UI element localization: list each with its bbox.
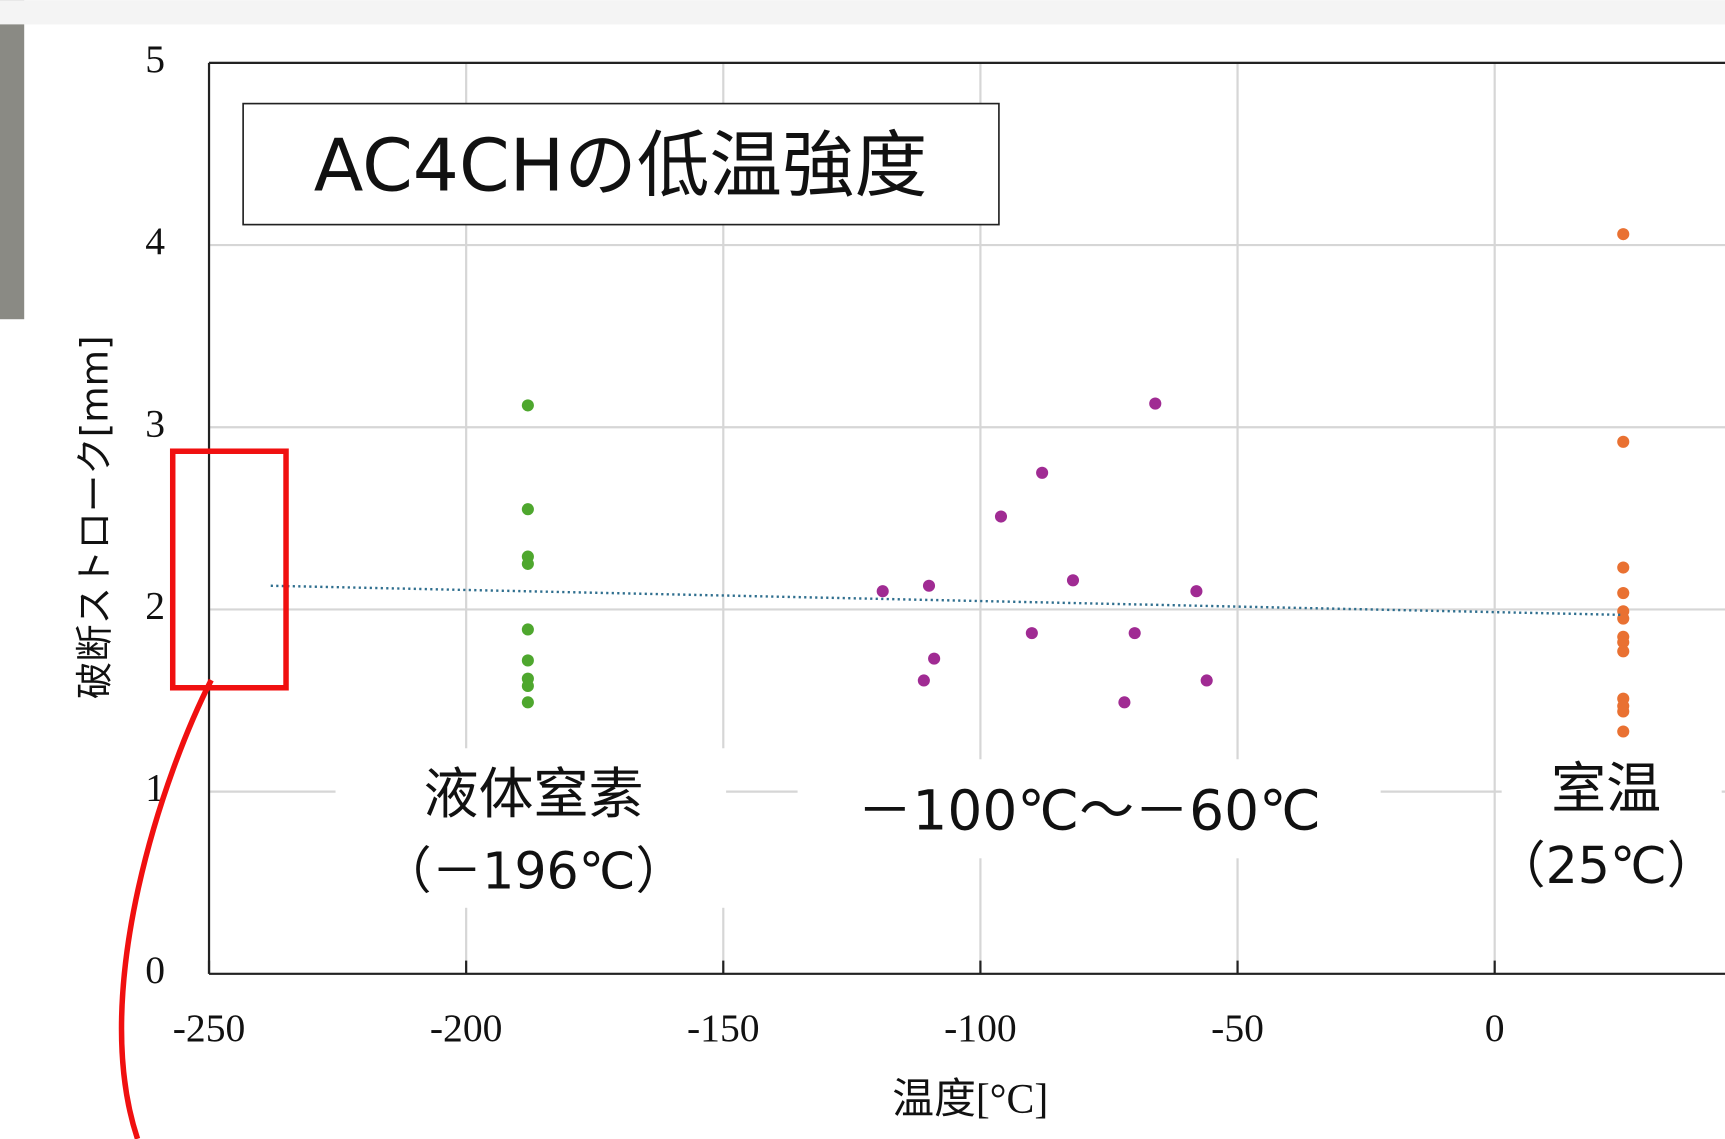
data-point: [1617, 586, 1630, 600]
data-point: [1025, 627, 1038, 640]
data-point: [1118, 696, 1131, 709]
data-point: [1036, 466, 1049, 479]
data-point: [1617, 636, 1630, 649]
data-point: [1617, 705, 1630, 718]
data-point: [1617, 435, 1630, 448]
annotation: －100℃～－60℃: [857, 778, 1321, 842]
highlight-box: [169, 448, 289, 691]
chart-title: AC4CHの低温強度: [314, 125, 928, 209]
data-point: [521, 557, 534, 570]
callout-arrow: [118, 678, 214, 1139]
data-point: [1200, 674, 1213, 687]
data-point: [917, 674, 930, 687]
x-tick-label: -200: [430, 1006, 503, 1050]
data-point: [521, 679, 534, 693]
data-point: [876, 585, 889, 598]
data-point: [922, 579, 936, 592]
data-point: [994, 510, 1008, 523]
annotation: （25℃）: [1495, 836, 1717, 895]
data-point: [1617, 645, 1630, 658]
data-point: [521, 696, 534, 709]
data-point: [521, 623, 534, 636]
data-point: [1128, 627, 1141, 640]
data-point: [1617, 725, 1630, 738]
y-axis-label: 破断ストローク[mm]: [72, 335, 116, 699]
data-point: [1617, 228, 1630, 241]
annotation-bg: [797, 759, 1381, 859]
y-tick-label: 0: [145, 948, 165, 992]
annotation-bg: [335, 748, 727, 908]
x-tick-label: 0: [1485, 1006, 1505, 1050]
y-tick-label: 4: [145, 219, 165, 263]
y-tick-label: 2: [145, 584, 165, 628]
annotation: 液体窒素: [424, 762, 644, 826]
data-point: [1617, 561, 1630, 574]
data-point: [1149, 397, 1162, 410]
x-tick-label: -50: [1211, 1006, 1264, 1050]
x-tick-label: -150: [687, 1006, 760, 1050]
data-point: [521, 399, 534, 412]
top-strip: [0, 0, 1725, 25]
x-tick-label: -100: [944, 1006, 1017, 1050]
annotation: 室温: [1551, 756, 1661, 820]
data-point: [1066, 574, 1080, 587]
data-point: [521, 503, 534, 516]
annotation-bg: [1501, 748, 1722, 908]
y-tick-label: 3: [145, 401, 165, 445]
photo-fragment: [0, 0, 25, 320]
title-box: [242, 102, 1000, 226]
data-point: [521, 654, 534, 667]
x-axis-label: 温度[°C]: [892, 1077, 1048, 1123]
data-point: [1190, 585, 1203, 598]
data-point: [928, 652, 941, 665]
y-tick-label: 5: [145, 37, 165, 81]
x-tick-label: -250: [173, 1006, 246, 1050]
annotation: （－196℃）: [381, 841, 686, 900]
